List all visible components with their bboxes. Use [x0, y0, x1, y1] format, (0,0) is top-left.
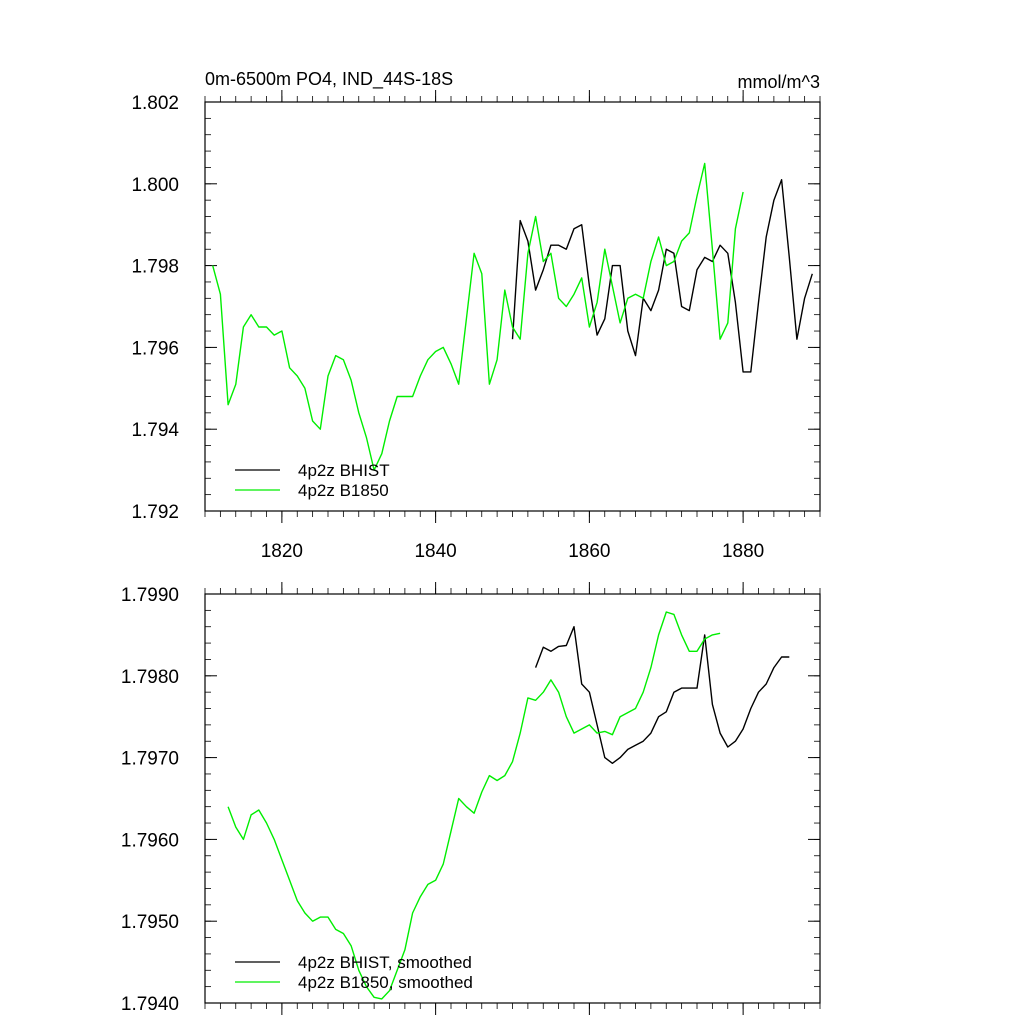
bottom-legend: 4p2z BHIST, smoothed 4p2z B1850, smoothe… [235, 953, 473, 992]
top-xtick-label: 1860 [568, 541, 610, 562]
bottom-ytick-label: 1.7980 [121, 667, 179, 688]
bottom-legend-label-b1850: 4p2z B1850, smoothed [298, 973, 473, 992]
top-ytick-label: 1.798 [131, 257, 179, 278]
top-chart-title: 0m-6500m PO4, IND_44S-18S [205, 69, 453, 90]
top-ytick-label: 1.802 [131, 93, 179, 114]
top-xtick-label: 1820 [261, 541, 303, 562]
bottom-legend-label-bhist: 4p2z BHIST, smoothed [298, 953, 472, 972]
top-ytick-label: 1.800 [131, 175, 179, 196]
top-xtick-label: 1880 [722, 541, 764, 562]
top-panel: 0m-6500m PO4, IND_44S-18S mmol/m^3 1.792… [131, 69, 821, 562]
bottom-plot-frame [204, 593, 821, 1004]
top-legend-label-b1850: 4p2z B1850 [298, 481, 389, 500]
bottom-ytick-label: 1.7960 [121, 830, 179, 851]
top-legend: 4p2z BHIST 4p2z B1850 [235, 461, 390, 500]
bottom-series-line-b1850 [227, 611, 721, 1000]
bottom-ticks: 1.7940 1.7950 1.7960 1.7970 1.7980 1.7990 [121, 582, 821, 1015]
top-chart-units: mmol/m^3 [738, 72, 820, 92]
bottom-ytick-label: 1.7950 [121, 912, 179, 933]
top-ytick-label: 1.796 [131, 338, 179, 359]
top-legend-label-bhist: 4p2z BHIST [298, 461, 390, 480]
top-ytick-label: 1.794 [131, 420, 179, 441]
top-xtick-label: 1840 [414, 541, 456, 562]
top-series-line-bhist [511, 178, 813, 373]
bottom-ytick-label: 1.7970 [121, 749, 179, 770]
top-ticks: 1.792 1.794 1.796 1.798 1.800 1.802 1820 1840 18… [131, 90, 821, 562]
bottom-ytick-label: 1.7940 [121, 994, 179, 1015]
top-series-line-b1850 [212, 162, 744, 471]
bottom-series-line-bhist [534, 626, 790, 764]
bottom-series-lines [227, 611, 790, 1000]
bottom-panel: 1.7940 1.7950 1.7960 1.7970 1.7980 1.7990 4p2… [121, 582, 821, 1015]
top-ytick-label: 1.792 [131, 502, 179, 523]
bottom-ytick-label: 1.7990 [121, 585, 179, 606]
top-plot-frame [204, 101, 821, 512]
top-series-lines [212, 162, 813, 471]
